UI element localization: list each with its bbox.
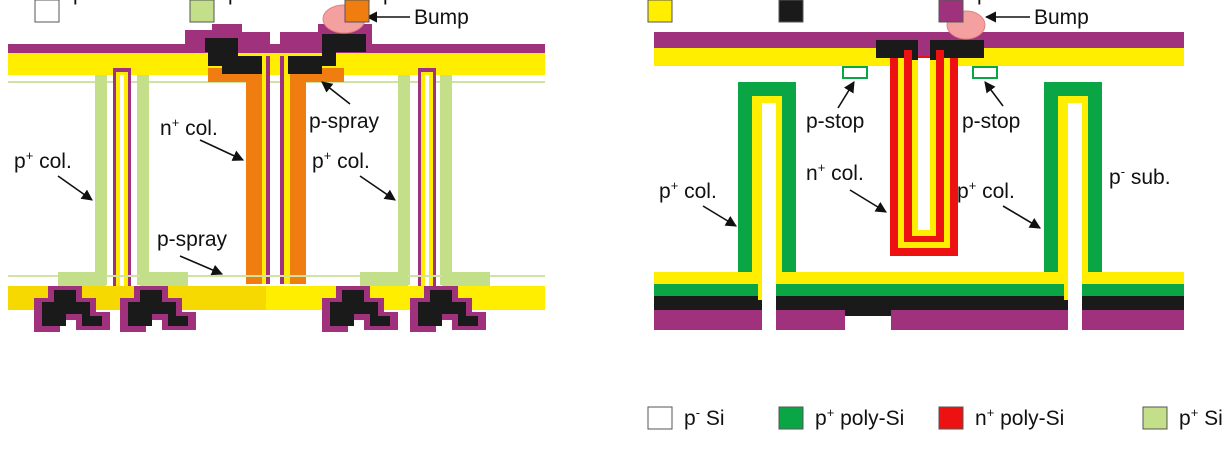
legend-swatch <box>189 0 215 23</box>
left-pspray-top-arrow <box>321 81 351 105</box>
legend-label: p- Si <box>684 405 725 430</box>
legend-swatch <box>778 406 804 430</box>
right-pstop-right-arrow <box>984 81 1004 107</box>
right-pcol-right-arrow <box>1002 205 1041 229</box>
legend-label: n+ Si <box>383 0 427 5</box>
undefined-legend-item-p-minus-si: p- Si <box>34 0 114 23</box>
right-pcol-left-label: p+ col. <box>659 178 717 203</box>
left-ncol-label: n+ col. <box>160 115 218 140</box>
undefined-legend-item-metal: metal <box>778 0 868 23</box>
right-pcol-left-arrow <box>702 205 737 227</box>
left-bottom-contact-4 <box>410 286 486 332</box>
legend-label: metal <box>817 0 868 5</box>
left-pcol-left-arrow <box>57 175 93 201</box>
legend-label: p+ poly-Si <box>815 405 904 430</box>
right-pstop-right <box>972 66 998 79</box>
left-cross-section <box>8 4 545 332</box>
right-ncol-arrow <box>849 189 887 213</box>
left-bottom-contact-2 <box>120 286 196 332</box>
legend-label: p+ Si <box>228 0 272 5</box>
legend-label: passivation <box>977 0 1082 5</box>
left-pcol-right-label: p+ col. <box>312 148 370 173</box>
right-legend-item-p-minus-si: p- Si <box>647 405 725 430</box>
left-pcol-outer-left <box>95 75 107 285</box>
legend-swatch <box>647 0 673 23</box>
right-bump-label: Bump <box>1034 6 1089 29</box>
left-bottom-contact-3 <box>322 286 398 332</box>
left-pcol-inner-left <box>137 75 149 285</box>
right-ncol-label: n+ col. <box>806 160 864 185</box>
left-pspray-bottom-arrow <box>179 255 224 276</box>
left-top-metal-right <box>288 34 366 74</box>
right-pstop-right-label: p-stop <box>962 110 1020 133</box>
legend-label: passivation <box>383 0 488 5</box>
left-pcol-right-arrow <box>359 175 396 201</box>
left-bump-label: Bump <box>414 6 469 29</box>
right-legend-item-n-plus-poly-si: n+ poly-Si <box>938 405 1064 430</box>
right-labels: Bump p-stop p-stop p+ col. n+ col. p+ co… <box>659 6 1171 229</box>
left-ncol-arrow <box>199 139 245 161</box>
legend-swatch <box>647 406 673 430</box>
right-pstop-left-arrow <box>837 81 855 109</box>
right-legend-item-p-plus-si: p+ Si <box>1142 405 1223 430</box>
left-top-oxide <box>8 53 545 75</box>
right-psub-label: p- sub. <box>1109 164 1171 189</box>
left-top-metal-left <box>205 38 262 74</box>
left-pcol-left-label: p+ col. <box>14 148 72 173</box>
right-pstop-left <box>842 66 868 79</box>
right-top-metal-left <box>876 40 912 58</box>
left-ncol-left <box>246 72 262 284</box>
legend-swatch <box>938 0 964 23</box>
undefined-legend-item-passivation: passivation <box>938 0 1082 23</box>
legend-swatch <box>1142 406 1168 430</box>
left-pcol-outer-right <box>440 75 452 285</box>
legend-label: oxide <box>73 0 123 5</box>
legend-swatch <box>778 0 804 23</box>
left-legend: oxide metal passivation p- Si p+ Si n+ Si <box>34 0 488 23</box>
left-pcol-inner-right <box>398 75 410 285</box>
undefined-legend-item-oxide: oxide <box>647 0 736 23</box>
legend-swatch <box>344 0 370 23</box>
right-pstop-left-label: p-stop <box>806 110 864 133</box>
legend-label: p- Si <box>73 0 114 5</box>
undefined-legend-item-n-plus-si: n+ Si <box>344 0 427 23</box>
legend-label: p+ Si <box>1179 405 1223 430</box>
left-ncol-right <box>290 72 306 284</box>
legend-label: oxide <box>686 0 736 5</box>
left-pspray-bottom-label: p-spray <box>157 228 228 251</box>
left-labels: Bump n+ col. p-spray p+ col. p+ col. p-s… <box>14 6 469 276</box>
left-top-passivation <box>8 24 545 53</box>
legend-label: metal <box>228 0 279 5</box>
right-pcol-right-label: p+ col. <box>957 178 1015 203</box>
right-cross-section <box>654 10 1184 330</box>
legend-label: n+ poly-Si <box>975 405 1064 430</box>
legend-swatch <box>34 0 60 23</box>
left-bottom-contacts <box>34 286 486 332</box>
left-bottom-contact-1 <box>34 286 110 332</box>
right-legend: oxide metal passivation p- Si p+ poly-Si n+ p… <box>647 0 1223 430</box>
right-legend-item-p-plus-poly-si: p+ poly-Si <box>778 405 904 430</box>
legend-swatch <box>938 406 964 430</box>
left-pspray-top-label: p-spray <box>309 110 380 133</box>
undefined-legend-item-p-plus-si: p+ Si <box>189 0 272 23</box>
